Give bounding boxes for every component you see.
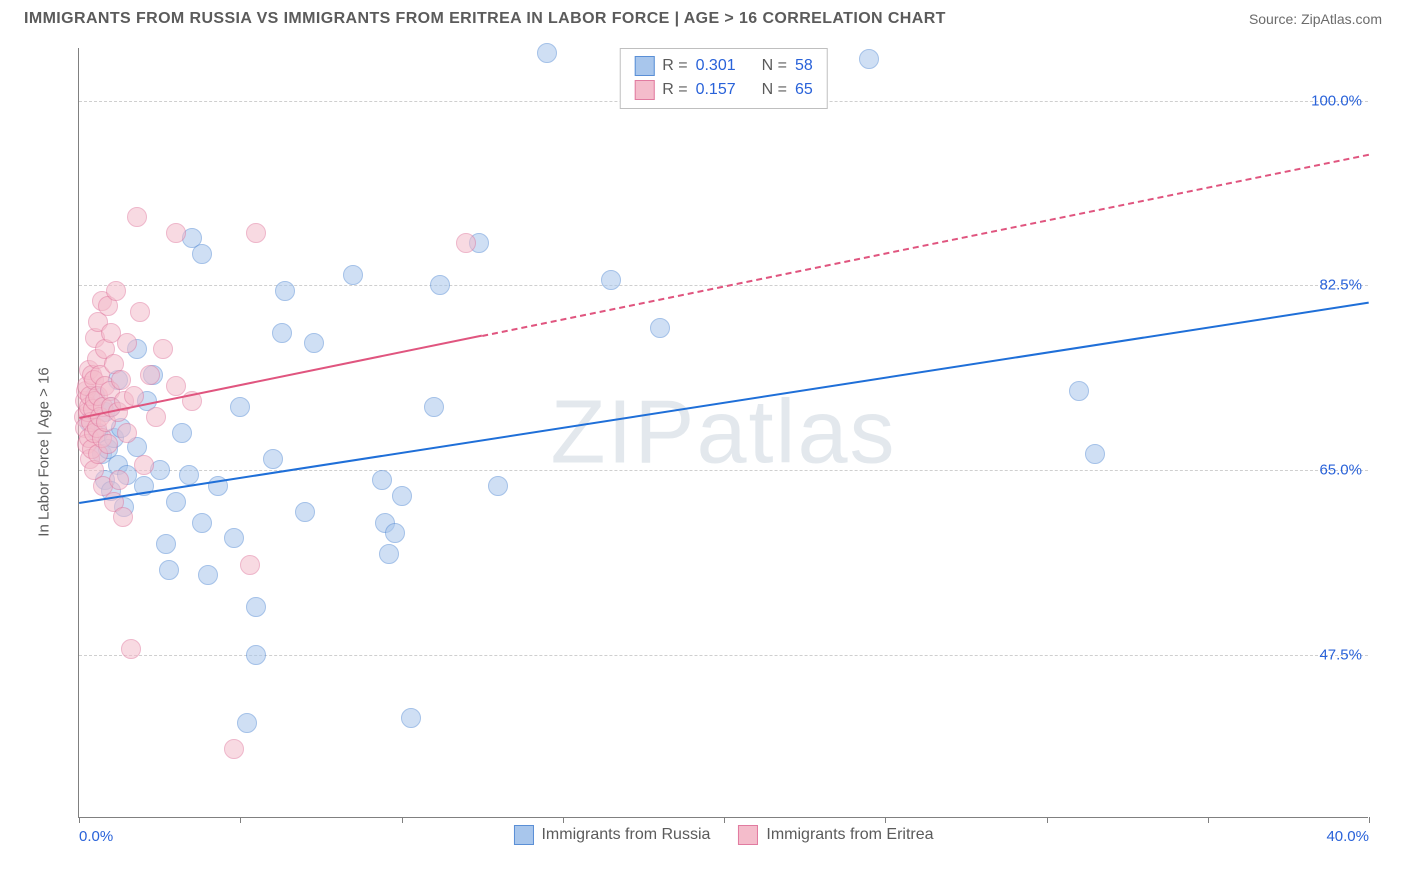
data-point-eritrea <box>113 507 133 527</box>
data-point-russia <box>859 49 879 69</box>
data-point-russia <box>246 645 266 665</box>
data-point-eritrea <box>117 423 137 443</box>
data-point-eritrea <box>240 555 260 575</box>
data-point-eritrea <box>106 281 126 301</box>
y-tick-label: 47.5% <box>1319 646 1362 663</box>
data-point-eritrea <box>224 739 244 759</box>
data-point-russia <box>379 544 399 564</box>
data-point-russia <box>192 244 212 264</box>
data-point-eritrea <box>127 207 147 227</box>
legend-label: Immigrants from Russia <box>541 826 710 844</box>
data-point-eritrea <box>166 223 186 243</box>
data-point-russia <box>295 502 315 522</box>
data-point-eritrea <box>117 333 137 353</box>
n-value: 65 <box>795 78 813 102</box>
n-value: 58 <box>795 54 813 78</box>
r-value: 0.301 <box>696 54 736 78</box>
trend-line <box>482 153 1369 336</box>
data-point-russia <box>179 465 199 485</box>
x-tick <box>1047 817 1048 823</box>
gridline <box>79 655 1368 656</box>
data-point-eritrea <box>456 233 476 253</box>
data-point-russia <box>230 397 250 417</box>
data-point-eritrea <box>98 434 118 454</box>
x-tick <box>79 817 80 823</box>
data-point-eritrea <box>121 639 141 659</box>
legend-swatch <box>634 56 654 76</box>
data-point-russia <box>224 528 244 548</box>
data-point-russia <box>198 565 218 585</box>
data-point-russia <box>272 323 292 343</box>
x-tick <box>1369 817 1370 823</box>
data-point-russia <box>1085 444 1105 464</box>
legend-item-eritrea: Immigrants from Eritrea <box>738 825 933 845</box>
r-label: R = <box>662 78 687 102</box>
legend-row-russia: R = 0.301 N = 58 <box>634 54 813 78</box>
n-label: N = <box>762 54 787 78</box>
data-point-eritrea <box>124 386 144 406</box>
legend-swatch <box>738 825 758 845</box>
data-point-eritrea <box>153 339 173 359</box>
watermark: ZIPatlas <box>550 381 896 484</box>
data-point-eritrea <box>146 407 166 427</box>
x-tick-label: 40.0% <box>1326 828 1369 845</box>
r-value: 0.157 <box>696 78 736 102</box>
data-point-russia <box>424 397 444 417</box>
legend-correlation: R = 0.301 N = 58 R = 0.157 N = 65 <box>619 48 828 109</box>
data-point-russia <box>166 492 186 512</box>
data-point-eritrea <box>109 470 129 490</box>
data-point-russia <box>601 270 621 290</box>
data-point-russia <box>1069 381 1089 401</box>
gridline <box>79 470 1368 471</box>
legend-item-russia: Immigrants from Russia <box>513 825 710 845</box>
y-axis-label: In Labor Force | Age > 16 <box>36 367 53 536</box>
y-tick-label: 65.0% <box>1319 461 1362 478</box>
data-point-russia <box>275 281 295 301</box>
r-label: R = <box>662 54 687 78</box>
data-point-russia <box>237 713 257 733</box>
x-tick-label: 0.0% <box>79 828 113 845</box>
legend-swatch <box>513 825 533 845</box>
legend-series: Immigrants from Russia Immigrants from Er… <box>513 825 933 845</box>
x-tick <box>240 817 241 823</box>
n-label: N = <box>762 78 787 102</box>
data-point-russia <box>304 333 324 353</box>
data-point-russia <box>537 43 557 63</box>
data-point-russia <box>192 513 212 533</box>
x-tick <box>885 817 886 823</box>
x-tick <box>724 817 725 823</box>
data-point-russia <box>246 597 266 617</box>
data-point-russia <box>488 476 508 496</box>
data-point-russia <box>172 423 192 443</box>
data-point-eritrea <box>166 376 186 396</box>
legend-label: Immigrants from Eritrea <box>766 826 933 844</box>
legend-row-eritrea: R = 0.157 N = 65 <box>634 78 813 102</box>
plot-area: ZIPatlas R =0.301N =58R =0.157N =65 Immi… <box>78 48 1368 818</box>
chart-title: IMMIGRANTS FROM RUSSIA VS IMMIGRANTS FRO… <box>24 10 946 28</box>
data-point-russia <box>263 449 283 469</box>
data-point-russia <box>372 470 392 490</box>
x-tick <box>402 817 403 823</box>
data-point-russia <box>401 708 421 728</box>
data-point-eritrea <box>130 302 150 322</box>
source-label: Source: ZipAtlas.com <box>1249 11 1382 27</box>
x-tick <box>1208 817 1209 823</box>
y-tick-label: 82.5% <box>1319 277 1362 294</box>
data-point-russia <box>385 523 405 543</box>
data-point-russia <box>156 534 176 554</box>
legend-swatch <box>634 80 654 100</box>
data-point-russia <box>159 560 179 580</box>
data-point-russia <box>392 486 412 506</box>
data-point-russia <box>430 275 450 295</box>
y-tick-label: 100.0% <box>1311 92 1362 109</box>
data-point-russia <box>343 265 363 285</box>
x-tick <box>563 817 564 823</box>
data-point-eritrea <box>134 455 154 475</box>
chart-container: In Labor Force | Age > 16 ZIPatlas R = 0.… <box>30 42 1380 862</box>
data-point-russia <box>650 318 670 338</box>
data-point-eritrea <box>140 365 160 385</box>
data-point-eritrea <box>246 223 266 243</box>
